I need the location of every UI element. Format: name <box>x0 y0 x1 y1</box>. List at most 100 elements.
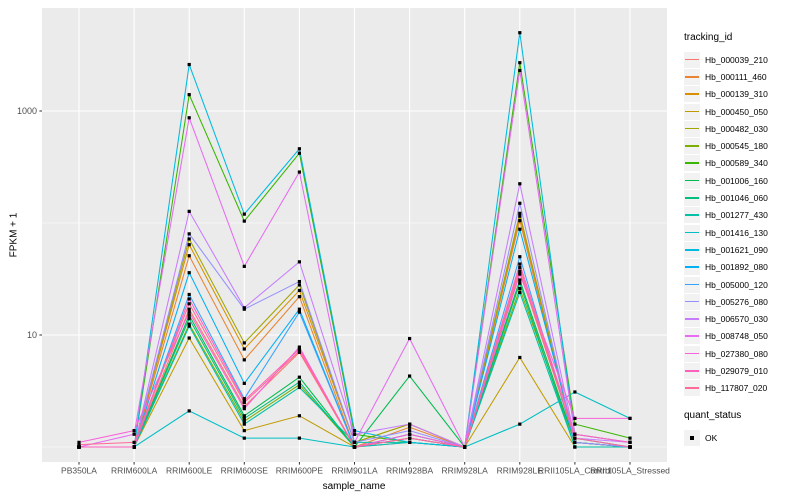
x-tick-label: RRIM600PE <box>276 466 324 476</box>
data-point <box>628 445 632 449</box>
legend-item: Hb_117807_020 <box>684 380 796 397</box>
data-point <box>518 214 522 218</box>
y-axis-title: FPKM + 1 <box>8 212 20 258</box>
data-point <box>187 317 191 321</box>
data-point <box>187 271 191 275</box>
legend-key <box>684 138 700 155</box>
data-point <box>573 416 577 421</box>
data-point <box>297 414 301 418</box>
data-point <box>242 264 246 268</box>
data-point <box>297 170 301 174</box>
data-point <box>297 347 301 351</box>
x-tick-label: RRII105LA_Stressed <box>590 466 670 476</box>
x-tick-label: RRIM928BA <box>386 466 434 476</box>
data-point <box>242 419 246 423</box>
x-tick-label: RRIM600LE <box>166 466 213 476</box>
data-point <box>297 307 301 311</box>
data-point <box>297 349 301 353</box>
data-point <box>187 409 191 413</box>
data-point <box>518 255 522 259</box>
legend-key <box>684 172 700 189</box>
legend-items: Hb_000039_210 Hb_000111_460 Hb_000139_310 H… <box>684 51 796 397</box>
data-point <box>518 227 522 231</box>
y-tick-label: 10 <box>27 330 37 340</box>
data-point <box>187 209 191 213</box>
legend-key-point <box>684 429 700 446</box>
data-point <box>242 347 246 351</box>
data-point <box>297 383 301 387</box>
legend-item-label: Hb_005000_120 <box>705 279 768 290</box>
legend-item-label: Hb_006570_030 <box>705 314 768 325</box>
legend-item: Hb_001277_430 <box>684 207 796 224</box>
data-point <box>297 288 301 293</box>
data-point <box>518 201 522 205</box>
point-swatch <box>690 435 694 440</box>
legend-item-label: Hb_000111_460 <box>705 71 767 82</box>
x-tick-label: RRIM928LE <box>497 466 544 476</box>
data-point <box>297 375 301 379</box>
data-point <box>408 440 412 444</box>
data-point <box>518 278 522 282</box>
legend-item: Hb_000482_030 <box>684 120 796 137</box>
legend-item: Hb_027380_080 <box>684 345 796 362</box>
data-point <box>242 404 246 409</box>
data-point <box>352 432 357 436</box>
legend-item: Hb_001006_160 <box>684 172 796 189</box>
data-point <box>297 436 301 440</box>
legend-item-label: Hb_001277_430 <box>705 210 768 221</box>
data-point <box>132 432 136 436</box>
x-tick-label: RRIM901LA <box>331 466 378 476</box>
legend-item: Hb_000545_180 <box>684 137 796 155</box>
data-point <box>628 440 632 444</box>
data-point <box>297 295 301 299</box>
series-color-swatch <box>685 318 699 320</box>
data-point <box>518 211 522 215</box>
data-point <box>408 425 412 429</box>
legend-key <box>684 190 700 207</box>
legend-item-ok: OK <box>684 429 796 446</box>
data-point <box>463 445 467 449</box>
data-point <box>408 436 412 440</box>
series-color-swatch <box>685 387 699 389</box>
data-point <box>187 116 191 120</box>
legend-item: Hb_008748_050 <box>684 328 796 345</box>
legend-item-label: Hb_005276_080 <box>705 296 768 307</box>
series-color-swatch <box>685 179 699 182</box>
legend-title-quant-status: quant_status <box>684 409 742 421</box>
legend-item-label: Hb_000545_180 <box>705 141 768 152</box>
data-point <box>573 445 577 449</box>
data-point <box>242 306 246 310</box>
data-point <box>518 68 522 73</box>
data-point <box>187 232 191 236</box>
data-point <box>573 436 577 440</box>
legend-item: Hb_000039_210 <box>684 51 796 68</box>
legend-key <box>684 362 700 379</box>
data-point <box>187 336 191 340</box>
x-tick-label: RRIM600SE <box>221 466 269 476</box>
legend-item: Hb_001046_060 <box>684 189 796 207</box>
data-point <box>242 400 246 405</box>
legend-key <box>684 224 700 241</box>
data-point <box>518 262 522 266</box>
data-point <box>518 272 522 276</box>
legend-item-label: Hb_000450_050 <box>705 106 768 117</box>
legend-title-tracking-id: tracking_id <box>684 32 733 43</box>
data-point <box>242 436 246 440</box>
data-point <box>132 429 136 433</box>
legend-key <box>684 276 700 293</box>
series-color-swatch <box>685 145 699 147</box>
data-point <box>297 310 301 314</box>
legend-item-label: Hb_001892_080 <box>705 262 768 273</box>
series-color-swatch <box>685 335 699 337</box>
data-point <box>518 281 522 285</box>
series-color-swatch <box>685 93 699 95</box>
legend-item: Hb_000111_460 <box>684 68 796 85</box>
series-color-swatch <box>685 127 699 130</box>
legend-item: Hb_000139_310 <box>684 86 796 103</box>
legend-item: Hb_005276_080 <box>684 293 796 310</box>
data-point <box>242 219 246 223</box>
legend-item-label: Hb_000589_340 <box>705 158 768 169</box>
legend-item: Hb_000450_050 <box>684 103 796 120</box>
data-point <box>242 407 246 411</box>
